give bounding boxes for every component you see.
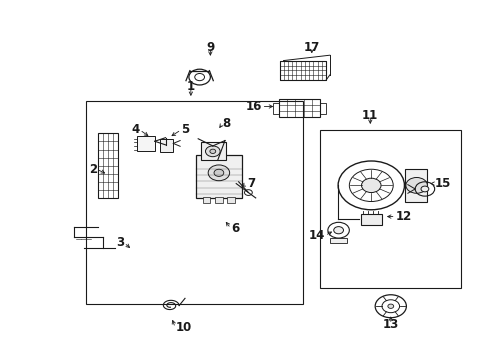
Circle shape [333, 226, 343, 234]
Circle shape [420, 186, 428, 192]
Bar [203, 197, 210, 203]
Bar [86, 101, 303, 304]
Text: 15: 15 [434, 177, 450, 190]
Text: 11: 11 [362, 109, 378, 122]
Circle shape [361, 178, 380, 193]
Bar [405, 169, 427, 202]
Bar [200, 141, 225, 160]
Text: 16: 16 [244, 100, 261, 113]
Text: 3: 3 [116, 236, 124, 249]
Bar [98, 134, 118, 198]
Bar [360, 214, 381, 225]
Text: 5: 5 [181, 123, 189, 136]
Bar [215, 197, 222, 203]
Text: 1: 1 [186, 80, 195, 93]
Circle shape [387, 304, 393, 309]
Text: 7: 7 [246, 177, 255, 190]
Text: 6: 6 [230, 222, 239, 235]
Text: 4: 4 [131, 123, 140, 136]
Text: 14: 14 [308, 229, 325, 242]
Text: 12: 12 [395, 210, 411, 223]
Text: 2: 2 [88, 163, 97, 176]
Bar [329, 238, 346, 243]
Circle shape [405, 177, 427, 193]
Bar [159, 139, 173, 152]
Bar [137, 136, 155, 151]
Circle shape [214, 169, 224, 176]
Bar [320, 130, 461, 288]
Circle shape [205, 146, 220, 157]
Bar [279, 60, 325, 80]
Text: 9: 9 [206, 41, 214, 54]
Text: 10: 10 [175, 321, 191, 334]
Circle shape [208, 165, 229, 181]
Circle shape [209, 149, 215, 153]
Text: 8: 8 [222, 117, 230, 130]
Bar [278, 99, 320, 117]
Bar [195, 155, 242, 198]
Bar [227, 197, 234, 203]
Bar [272, 103, 279, 114]
Text: 13: 13 [382, 318, 398, 331]
Bar [319, 103, 325, 114]
Text: 17: 17 [303, 41, 319, 54]
